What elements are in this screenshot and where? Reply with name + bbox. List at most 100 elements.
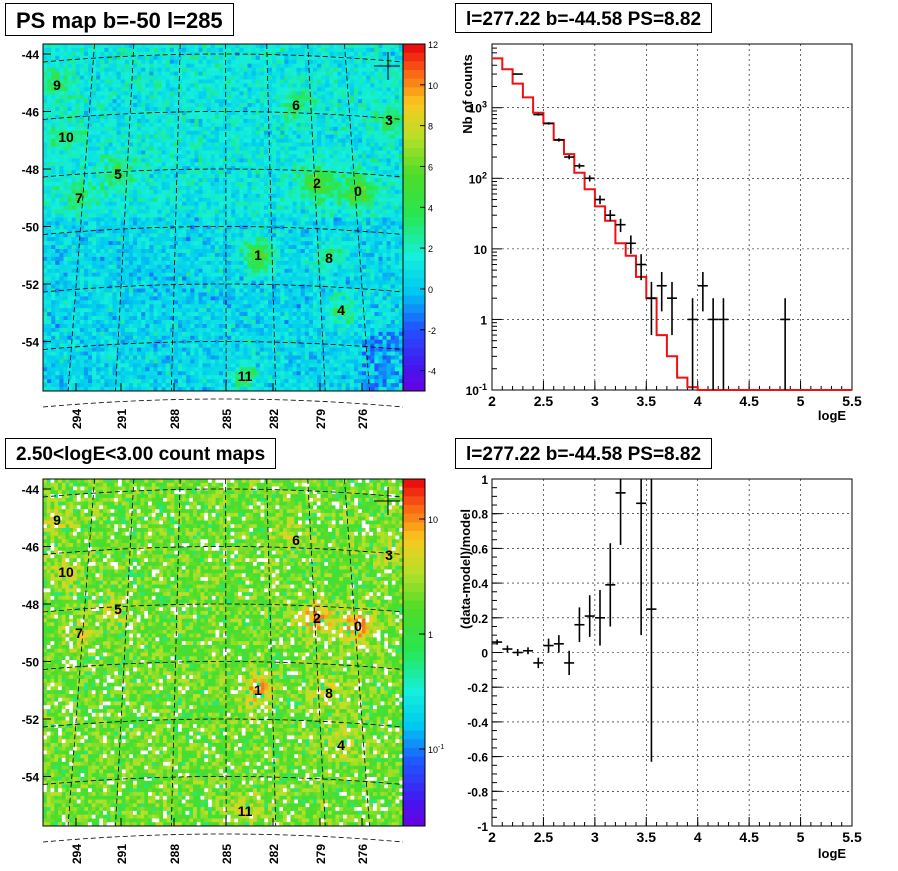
residual-x-tick-label: 3 (591, 829, 599, 845)
residual-grid (491, 478, 853, 827)
spectrum-x-tick-label: 4 (694, 393, 702, 409)
residual-x-tick-label: 4 (694, 829, 702, 845)
residual-x-tick-label: 2 (488, 829, 496, 845)
ps-map-x-tick-label: 279 (314, 409, 328, 429)
ps-map-color-bar-label: 12 (428, 40, 438, 50)
ps-map-source-label-2: 2 (313, 175, 321, 191)
count-map-color-bar-label: 10 (428, 515, 438, 525)
count-map-source-label-6: 6 (292, 532, 300, 548)
ps-map-x-tick-label: 288 (168, 409, 182, 429)
ps-map-y-tick-label: -50 (22, 221, 40, 235)
count-map-latitude-line (42, 776, 404, 785)
spectrum-y-tick-label: 103 (469, 100, 487, 116)
count-map-y-tick-label: -50 (22, 656, 40, 670)
ps-map-source-label-9: 9 (53, 77, 61, 93)
residual-y-tick-label: 0.4 (471, 577, 488, 591)
ps-map-source-label-10: 10 (58, 129, 74, 145)
spectrum-y-axis-label: Nb of counts (460, 54, 475, 133)
spectrum-x-tick-label: 5 (797, 393, 805, 409)
ps-map-color-bar-label: -4 (428, 367, 436, 377)
count-map-longitude-line (67, 478, 95, 827)
ps-map-x-tick-label: 291 (115, 409, 129, 429)
count-map-source-label-1: 1 (254, 682, 262, 698)
ps-map-source-label-0: 0 (354, 183, 362, 199)
ps-map-latitude-line (42, 111, 404, 120)
count-map-longitude-line (266, 478, 277, 827)
residual-y-tick-label: -0.6 (467, 751, 488, 765)
count-map-y-tick-label: -48 (22, 598, 40, 612)
top-left-panel-title: PS map b=-50 l=285 (5, 3, 234, 36)
count-map-y-tick-label: -54 (22, 771, 40, 785)
ps-map-x-tick-label: 285 (220, 409, 234, 429)
count-map-y-tick-label: -52 (22, 713, 40, 727)
spectrum-y-tick-label: 10 (474, 243, 488, 257)
ps-map-source-label-1: 1 (254, 247, 262, 263)
count-map-source-label-4: 4 (337, 737, 345, 753)
count-map-x-tick-label: 294 (70, 844, 84, 864)
ps-map-source-label-3: 3 (385, 112, 393, 128)
ps-map-longitude-line (115, 43, 135, 392)
top-right-panel-title: l=277.22 b=-44.58 PS=8.82 (455, 3, 713, 33)
count-map-source-label-5: 5 (114, 601, 122, 617)
ps-map-source-label-6: 6 (292, 97, 300, 113)
residual-x-axis-label: logE (818, 846, 846, 861)
count-map-panel: 0 1 2 3 4 5 6 7 8 9 10 11 294 291 288 285 282 279 276 -44 -4… (22, 478, 444, 864)
count-map-source-label-0: 0 (354, 618, 362, 634)
spectrum-model-histogram (492, 57, 852, 391)
count-map-latitude-line (42, 718, 404, 728)
residual-y-tick-label: -0.2 (467, 681, 488, 695)
count-map-color-bar-label: 10-1 (428, 744, 444, 755)
count-map-latitude-line (42, 833, 404, 843)
ps-map-latitude-line (42, 168, 404, 178)
count-map-latitude-line (42, 661, 404, 670)
residual-y-tick-label: 0.8 (471, 508, 488, 522)
count-map-heatmap-cells (43, 479, 403, 826)
count-map-longitude-line (225, 478, 227, 827)
ps-map-y-tick-label: -52 (22, 278, 40, 292)
spectrum-x-tick-label: 5.5 (842, 393, 862, 409)
residual-x-tick-label: 3.5 (637, 829, 657, 845)
ps-map-x-tick-label: 294 (70, 409, 84, 429)
ps-map-longitude-line (170, 43, 181, 392)
spectrum-y-tick-label: 102 (469, 170, 487, 186)
ps-map-latitude-line (42, 226, 404, 235)
ps-map-color-bar-label: 0 (428, 285, 433, 295)
ps-map-y-tick-label: -44 (22, 48, 40, 62)
residual-y-tick-label: -0.4 (467, 716, 488, 730)
residual-y-tick-label: 1 (481, 473, 488, 487)
count-map-x-tick-label: 282 (267, 844, 281, 864)
ps-map-color-bar: 12 10 8 6 4 2 0 -2 -4 (402, 40, 438, 392)
count-map-longitude-line (307, 478, 326, 827)
count-map-x-tick-label: 288 (168, 844, 182, 864)
count-map-source-label-8: 8 (325, 685, 333, 701)
ps-map-y-tick-label: -46 (22, 106, 40, 120)
ps-map-longitude-line (67, 43, 95, 392)
residual-x-tick-label: 5 (797, 829, 805, 845)
count-map-y-tick-label: -44 (22, 483, 40, 497)
ps-map-latitude-line (42, 53, 404, 63)
spectrum-x-tick-label: 4.5 (739, 393, 759, 409)
ps-map-longitude-line (266, 43, 277, 392)
ps-map-latitude-line (42, 341, 404, 350)
count-map-color-bar: 10 1 10-1 (402, 478, 444, 827)
count-map-latitude-line (42, 546, 404, 555)
ps-map-heatmap-cells (43, 44, 403, 391)
ps-map-y-tick-label: -48 (22, 163, 40, 177)
spectrum-x-tick-label: 3.5 (637, 393, 657, 409)
ps-map-longitude-line (225, 43, 227, 392)
residual-y-tick-label: 0 (481, 647, 488, 661)
count-map-source-label-10: 10 (58, 564, 74, 580)
ps-map-color-bar-label: 6 (428, 162, 433, 172)
ps-map-source-label-8: 8 (325, 250, 333, 266)
ps-map-x-tick-label: 276 (356, 409, 370, 429)
ps-map-latitude-line (42, 283, 404, 293)
count-map-x-tick-label: 291 (115, 844, 129, 864)
residual-panel: 2 2.5 3 3.5 4 4.5 5 5.5 1 0.8 0.6 0.4 0.2 0 -0.2 -0.4 -0… (458, 473, 862, 861)
count-map-latitude-line (42, 603, 404, 613)
residual-y-tick-label: -0.8 (467, 785, 488, 799)
count-map-latitude-line (42, 488, 404, 498)
ps-map-source-label-5: 5 (114, 166, 122, 182)
